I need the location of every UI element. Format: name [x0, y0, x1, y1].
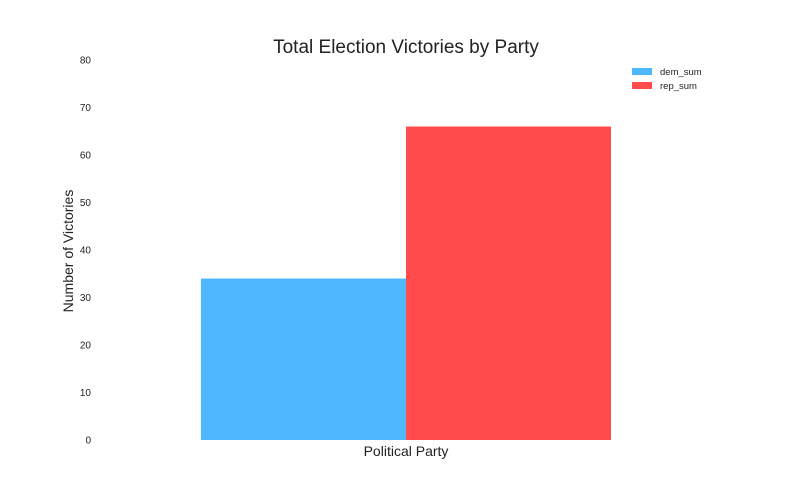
y-tick-label: 10 [80, 388, 92, 399]
legend-swatch-dem_sum [632, 68, 652, 75]
y-tick-label: 50 [80, 198, 92, 209]
bar-rep_sum [406, 126, 611, 440]
chart-title: Total Election Victories by Party [273, 37, 539, 58]
y-tick-label: 80 [80, 56, 92, 67]
legend-swatch-rep_sum [632, 82, 652, 89]
y-tick-label: 30 [80, 293, 92, 304]
y-tick-label: 40 [80, 246, 92, 257]
bar-dem_sum [201, 278, 406, 440]
y-tick-label: 0 [85, 436, 91, 447]
y-tick-label: 70 [80, 103, 92, 114]
y-tick-label: 20 [80, 341, 92, 352]
legend-label-dem_sum: dem_sum [660, 67, 702, 78]
y-axis-label: Number of Victories [60, 190, 76, 313]
bars [201, 126, 611, 440]
y-tick-label: 60 [80, 151, 92, 162]
x-axis-label: Political Party [364, 443, 449, 459]
legend: dem_sum rep_sum [632, 67, 702, 92]
legend-label-rep_sum: rep_sum [660, 81, 697, 92]
y-axis-ticks: 0 10 20 30 40 50 60 70 80 [80, 56, 92, 447]
